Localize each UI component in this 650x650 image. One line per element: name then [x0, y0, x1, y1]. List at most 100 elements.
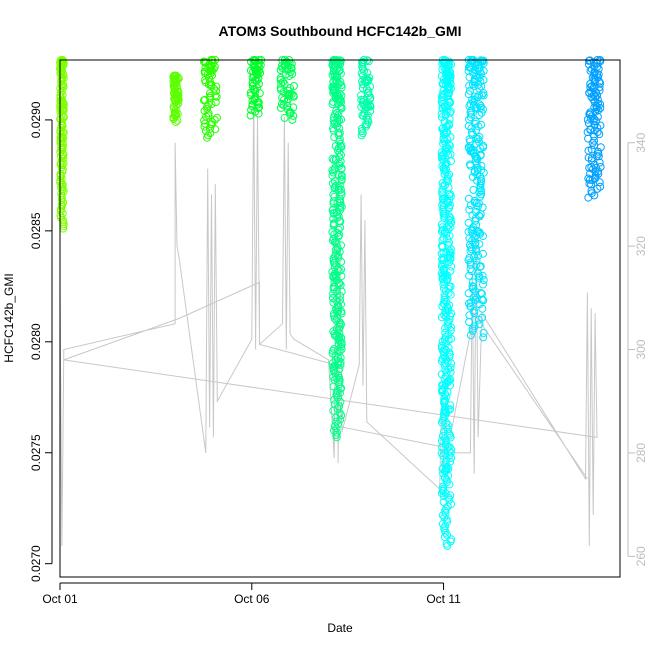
data-point [56, 133, 65, 142]
data-point [479, 333, 488, 342]
data-point [464, 256, 473, 265]
data-point [442, 76, 450, 85]
point-series-7 [357, 56, 375, 140]
data-point [337, 143, 346, 151]
data-point [337, 265, 346, 274]
data-point [337, 320, 345, 329]
data-point [473, 176, 481, 185]
data-point [207, 100, 216, 109]
data-point [439, 207, 448, 216]
data-point [250, 95, 259, 104]
data-point [437, 449, 446, 458]
data-point [333, 65, 341, 74]
data-point [464, 143, 473, 152]
point-series-6 [328, 56, 346, 442]
data-point [57, 66, 66, 75]
data-point [591, 93, 600, 102]
data-point [441, 80, 450, 89]
x-tick-label: Oct 06 [234, 592, 270, 606]
data-point [586, 125, 595, 134]
data-point [590, 126, 599, 135]
data-point [335, 89, 344, 98]
data-point [438, 95, 447, 104]
x-axis-label: Date [327, 621, 353, 635]
data-point [596, 143, 605, 152]
chart-title: ATOM3 Southbound HCFC142b_GMI [219, 23, 462, 39]
data-point [336, 185, 345, 194]
data-point [446, 68, 455, 77]
data-point [334, 251, 342, 260]
data-point [335, 148, 344, 157]
data-point [438, 226, 447, 234]
data-point [585, 179, 594, 188]
data-point [333, 229, 342, 237]
data-point [333, 404, 342, 413]
data-point [594, 70, 603, 79]
data-point [442, 312, 450, 321]
data-point [337, 81, 346, 90]
data-point [335, 231, 344, 239]
data-point [447, 323, 455, 332]
data-point [170, 95, 179, 104]
data-point [57, 181, 66, 189]
data-point [474, 135, 482, 143]
data-point [441, 209, 450, 218]
x-tick-label: Oct 01 [42, 592, 78, 606]
data-point [466, 160, 474, 169]
data-point [439, 58, 448, 67]
data-point [595, 158, 604, 167]
data-point [328, 171, 337, 180]
data-point [474, 315, 483, 324]
data-point [445, 195, 454, 204]
point-series-10 [583, 56, 605, 202]
data-point [468, 326, 477, 335]
data-point [440, 228, 449, 237]
data-point [478, 57, 487, 66]
y2-tick-label: 340 [634, 132, 648, 152]
data-point [365, 101, 374, 110]
data-point [585, 163, 594, 172]
data-point [593, 91, 602, 100]
secondary-series [59, 90, 598, 547]
data-point [467, 226, 476, 235]
data-point [440, 348, 449, 357]
data-point [331, 181, 340, 190]
data-point [472, 256, 481, 265]
data-point [359, 58, 368, 67]
data-point [442, 143, 451, 151]
data-point [443, 541, 452, 550]
data-point [446, 312, 454, 321]
data-point [276, 103, 285, 112]
data-point [444, 215, 453, 224]
data-point [590, 136, 599, 145]
point-series-2 [169, 71, 183, 127]
data-point [334, 307, 342, 316]
data-point [256, 61, 265, 70]
data-point [445, 170, 454, 179]
data-point [285, 72, 294, 80]
data-point [440, 335, 449, 344]
data-point [477, 161, 486, 170]
data-point [277, 99, 286, 108]
data-point [445, 201, 454, 209]
data-point [479, 91, 488, 100]
data-point [332, 77, 341, 86]
data-point [475, 91, 484, 100]
data-point [445, 451, 454, 460]
data-point [289, 103, 298, 112]
data-point [329, 116, 338, 125]
data-point [470, 95, 479, 104]
data-point [446, 98, 455, 107]
data-point [475, 320, 484, 329]
plot-frame [59, 59, 621, 578]
data-point [58, 105, 67, 114]
data-point [337, 176, 346, 185]
data-point [438, 381, 447, 390]
data-point [58, 201, 67, 210]
data-point [438, 93, 446, 102]
data-point [203, 133, 212, 142]
data-point [255, 103, 264, 112]
data-point [438, 243, 447, 251]
data-point [335, 124, 344, 133]
